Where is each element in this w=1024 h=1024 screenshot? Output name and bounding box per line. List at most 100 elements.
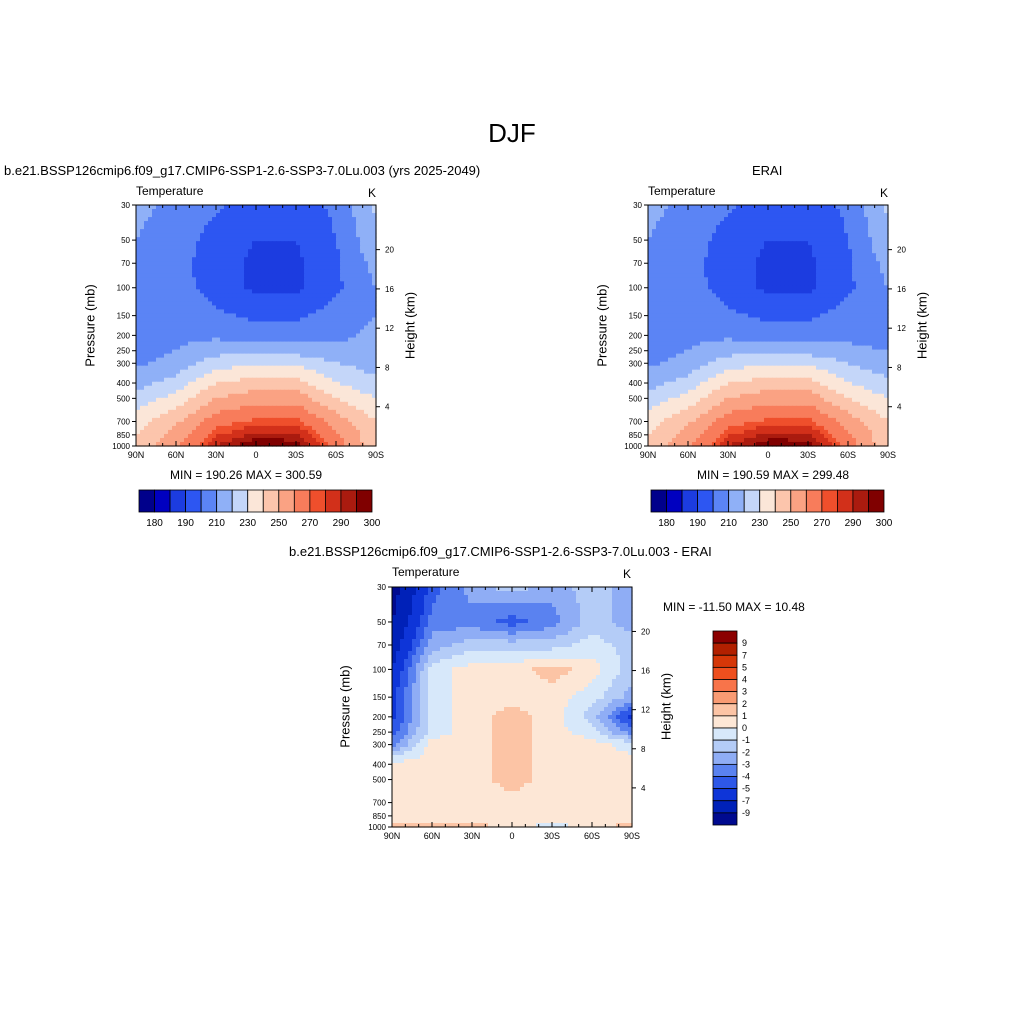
contour-cell — [208, 437, 213, 443]
contour-cell — [144, 353, 149, 359]
contour-cell — [352, 225, 357, 230]
contour-cell — [656, 225, 661, 230]
contour-cell — [148, 365, 153, 371]
contour-cell — [196, 329, 201, 335]
contour-cell — [320, 397, 325, 403]
contour-cell — [168, 377, 173, 383]
contour-cell — [316, 249, 321, 254]
contour-cell — [176, 341, 181, 347]
contour-cell — [168, 233, 173, 238]
contour-cell — [256, 401, 261, 407]
contour-cell — [320, 241, 325, 246]
contour-cell — [776, 241, 781, 246]
contour-cell — [668, 241, 673, 246]
contour-cell — [272, 257, 277, 262]
contour-cell — [148, 361, 153, 367]
contour-cell — [280, 321, 285, 327]
contour-cell — [144, 393, 149, 399]
contour-cell — [680, 281, 685, 286]
contour-cell — [176, 305, 181, 311]
contour-cell — [352, 273, 357, 278]
contour-cell — [788, 273, 793, 278]
contour-cell — [820, 281, 825, 286]
contour-cell — [748, 245, 753, 250]
contour-cell — [344, 293, 349, 298]
contour-cell — [292, 345, 297, 351]
contour-cell — [760, 217, 765, 222]
contour-cell — [336, 209, 341, 214]
contour-cell — [752, 213, 757, 218]
contour-cell — [280, 333, 285, 339]
contour-cell — [188, 337, 193, 343]
contour-cell — [716, 261, 721, 266]
contour-cell — [276, 241, 281, 246]
contour-cell — [164, 369, 169, 375]
contour-cell — [212, 345, 217, 351]
contour-cell — [240, 217, 245, 222]
contour-cell — [756, 249, 761, 254]
contour-cell — [840, 221, 845, 226]
contour-cell — [796, 225, 801, 230]
colorbar-swatch — [309, 489, 326, 513]
contour-cell — [168, 349, 173, 355]
contour-cell — [764, 229, 769, 234]
contour-cell — [208, 273, 213, 278]
contour-cell — [768, 257, 773, 262]
contour-cell — [228, 377, 233, 383]
contour-cell — [324, 405, 329, 411]
contour-cell — [340, 249, 345, 254]
contour-cell — [224, 233, 229, 238]
contour-cell — [680, 249, 685, 254]
contour-cell — [232, 433, 237, 439]
contour-cell — [156, 289, 161, 294]
contour-cell — [288, 345, 293, 351]
contour-cell — [748, 269, 753, 274]
contour-cell — [324, 421, 329, 427]
contour-cell — [244, 413, 249, 419]
contour-cell — [764, 209, 769, 214]
contour-cell — [264, 441, 269, 447]
contour-cell — [748, 221, 753, 226]
contour-cell — [216, 293, 221, 298]
contour-cell — [260, 329, 265, 335]
contour-cell — [352, 429, 357, 435]
contour-cell — [792, 209, 797, 214]
contour-cell — [208, 441, 213, 447]
contour-cell — [292, 221, 297, 226]
contour-cell — [192, 217, 197, 222]
contour-cell — [232, 301, 237, 307]
contour-cell — [140, 357, 145, 363]
contour-cell — [196, 269, 201, 274]
contour-cell — [304, 221, 309, 226]
contour-cell — [176, 369, 181, 375]
contour-cell — [248, 245, 253, 250]
contour-cell — [668, 213, 673, 218]
contour-cell — [368, 329, 373, 335]
contour-cell — [324, 329, 329, 335]
contour-cell — [800, 225, 805, 230]
contour-cell — [324, 209, 329, 214]
contour-cell — [136, 229, 141, 234]
contour-cell — [304, 313, 309, 319]
contour-cell — [340, 225, 345, 230]
contour-cell — [364, 357, 369, 363]
contour-cell — [656, 221, 661, 226]
contour-cell — [736, 265, 741, 270]
contour-cell — [164, 261, 169, 266]
contour-cell — [852, 233, 857, 238]
contour-cell — [316, 253, 321, 258]
contour-cell — [836, 221, 841, 226]
contour-cell — [288, 233, 293, 238]
contour-cell — [844, 237, 849, 242]
contour-cell — [832, 281, 837, 286]
contour-cell — [668, 221, 673, 226]
contour-cell — [676, 209, 681, 214]
contour-cell — [244, 313, 249, 319]
contour-cell — [724, 233, 729, 238]
contour-cell — [824, 269, 829, 274]
contour-cell — [164, 313, 169, 319]
contour-cell — [288, 349, 293, 355]
contour-cell — [176, 233, 181, 238]
contour-cell — [192, 257, 197, 262]
contour-cell — [272, 381, 277, 387]
